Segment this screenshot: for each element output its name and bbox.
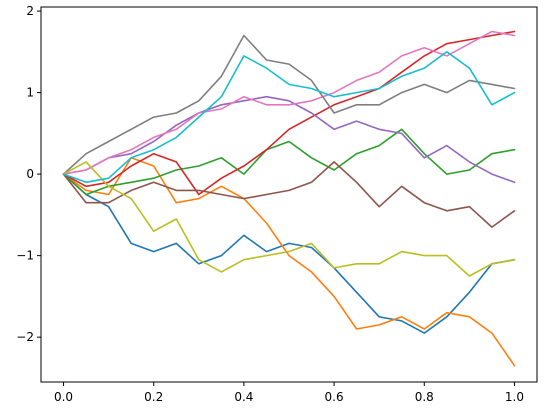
series-line-2 [62, 157, 516, 367]
series-line-7 [62, 30, 516, 175]
x-tick-label-2: 0.4 [234, 390, 253, 404]
y-axis-ticks: −2 −1 0 1 2 [16, 4, 41, 344]
series-line-9 [62, 161, 516, 277]
x-tick-label-3: 0.6 [325, 390, 344, 404]
series-line-3 [62, 128, 516, 196]
axes-frame [40, 6, 538, 383]
series-line-8 [62, 34, 516, 175]
x-axis-ticks: 0.0 0.2 0.4 0.6 0.8 1.0 [54, 382, 524, 404]
x-tick-label-4: 0.8 [415, 390, 434, 404]
series-line-5 [62, 95, 516, 184]
series-line-6 [62, 161, 516, 228]
y-tick-label-3: 1 [26, 86, 34, 100]
x-tick-label-1: 0.2 [144, 390, 163, 404]
x-tick-label-0: 0.0 [54, 390, 73, 404]
series-line-10 [62, 50, 516, 184]
y-tick-label-2: 0 [26, 167, 34, 181]
y-tick-label-1: −1 [16, 249, 34, 263]
series-layer [62, 30, 516, 367]
y-tick-label-0: −2 [16, 330, 34, 344]
series-line-4 [62, 30, 516, 196]
series-line-1 [62, 173, 516, 334]
x-tick-label-5: 1.0 [505, 390, 524, 404]
y-tick-label-4: 2 [26, 4, 34, 18]
